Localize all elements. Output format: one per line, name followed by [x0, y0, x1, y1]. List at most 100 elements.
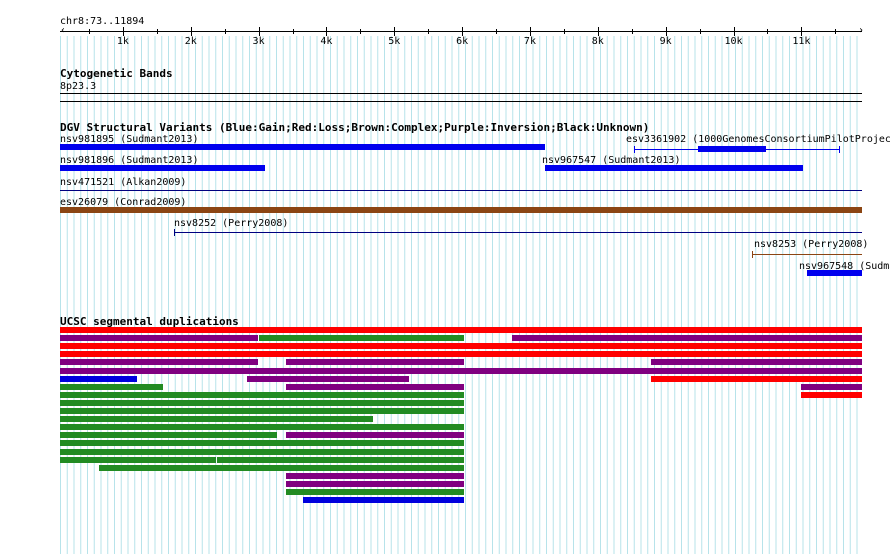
- dgv-feature-bar[interactable]: [60, 207, 862, 213]
- ruler-tick: [801, 27, 803, 36]
- ruler-end-arrow: ›: [858, 25, 865, 36]
- ruler-minor-tick: [156, 29, 158, 34]
- ruler-tick-label: 2k: [184, 36, 197, 47]
- ruler-tick: [122, 27, 124, 36]
- segdup-bar[interactable]: [60, 383, 163, 390]
- dgv-feature-end[interactable]: [752, 251, 754, 258]
- segdup-bar[interactable]: [60, 448, 464, 455]
- segdup-bar[interactable]: [285, 383, 464, 390]
- ruler-tick-label: 8k: [591, 36, 604, 47]
- dgv-feature-end[interactable]: [634, 146, 636, 153]
- ruler-tick-label: 4k: [320, 36, 333, 47]
- segdup-bar[interactable]: [60, 391, 464, 398]
- dgv-feature-label: nsv981895 (Sudmant2013): [60, 134, 199, 145]
- segdup-bar[interactable]: [60, 416, 373, 423]
- segdup-bar[interactable]: [512, 335, 862, 342]
- segdup-bar[interactable]: [60, 399, 464, 406]
- ruler-tick: [665, 27, 667, 36]
- dgv-feature-bar[interactable]: [60, 165, 266, 171]
- dgv-feature-line[interactable]: [752, 254, 862, 255]
- segdup-bar[interactable]: [285, 472, 464, 479]
- ruler-minor-tick: [767, 29, 769, 34]
- segdup-bar[interactable]: [801, 383, 862, 390]
- dgv-feature-block[interactable]: [698, 146, 767, 152]
- ruler-axis: [60, 31, 862, 32]
- segdup-bar[interactable]: [60, 327, 862, 333]
- ruler-tick: [733, 27, 735, 36]
- ruler-minor-tick: [835, 29, 837, 34]
- ruler-end-arrow: ‹: [60, 25, 67, 36]
- segdup-bar[interactable]: [60, 375, 137, 382]
- ruler-minor-tick: [563, 29, 565, 34]
- ruler-tick: [190, 27, 192, 36]
- dgv-feature-line[interactable]: [173, 232, 862, 233]
- ruler-tick: [394, 27, 396, 36]
- ruler-tick-label: 6k: [456, 36, 469, 47]
- segdup-bar[interactable]: [60, 351, 862, 358]
- dgv-feature-label: esv26079 (Conrad2009): [60, 197, 187, 208]
- ruler-tick-label: 5k: [388, 36, 401, 47]
- ruler-minor-tick: [428, 29, 430, 34]
- ruler-tick-label: 11k: [792, 36, 811, 47]
- ruler-minor-tick: [88, 29, 90, 34]
- ruler-tick-label: 9k: [659, 36, 672, 47]
- segdup-bar[interactable]: [60, 456, 216, 463]
- dgv-feature-bar[interactable]: [60, 144, 545, 150]
- dgv-feature-line[interactable]: [60, 190, 862, 191]
- ruler-minor-tick: [224, 29, 226, 34]
- ruler-minor-tick: [699, 29, 701, 34]
- ruler-tick-label: 10k: [724, 36, 743, 47]
- segdup-bar[interactable]: [60, 440, 464, 447]
- segdup-bar[interactable]: [285, 489, 464, 495]
- ruler-minor-tick: [496, 29, 498, 34]
- cytoband-label: 8p23.3: [60, 81, 97, 92]
- segdup-bar[interactable]: [285, 359, 464, 366]
- dgv-feature-end[interactable]: [173, 229, 175, 236]
- dgv-track-title: DGV Structural Variants (Blue:Gain;Red:L…: [60, 121, 650, 134]
- ruler-tick-label: 1k: [116, 36, 129, 47]
- ruler-tick-label: 7k: [523, 36, 536, 47]
- segdup-bar[interactable]: [99, 464, 464, 471]
- ruler-tick: [326, 27, 328, 36]
- segdup-bar[interactable]: [60, 424, 464, 431]
- ruler-tick: [258, 27, 260, 36]
- ruler-minor-tick: [292, 29, 294, 34]
- segdup-bar[interactable]: [60, 408, 464, 414]
- segdup-bar[interactable]: [650, 375, 862, 382]
- dgv-feature-bar[interactable]: [544, 165, 804, 171]
- dgv-feature-bar[interactable]: [806, 270, 862, 276]
- segdup-bar[interactable]: [247, 375, 409, 382]
- ruler-tick: [529, 27, 531, 36]
- segdup-bar[interactable]: [258, 335, 464, 342]
- segdup-bar[interactable]: [801, 391, 862, 398]
- ruler-minor-tick: [360, 29, 362, 34]
- segdup-bar[interactable]: [285, 432, 464, 439]
- dgv-feature-end[interactable]: [839, 146, 841, 153]
- cytoband-top-line: [60, 93, 862, 94]
- ruler-tick: [597, 27, 599, 36]
- ruler-tick-label: 3k: [252, 36, 265, 47]
- dgv-feature-label: nsv967548 (Sudmant2013): [799, 261, 890, 272]
- dgv-feature-label: nsv967547 (Sudmant2013): [542, 155, 681, 166]
- dgv-feature-label: nsv8252 (Perry2008): [174, 218, 289, 229]
- segdup-bar[interactable]: [60, 367, 862, 374]
- dgv-feature-label: nsv471521 (Alkan2009): [60, 177, 187, 188]
- ruler-tick: [462, 27, 464, 36]
- position-label: chr8:73..11894: [60, 16, 145, 27]
- segdup-bar[interactable]: [650, 359, 862, 366]
- dgv-feature-label: esv3361902 (1000GenomesConsortiumPilotPr…: [626, 134, 890, 145]
- segdup-bar[interactable]: [60, 343, 862, 350]
- segdup-bar[interactable]: [60, 432, 278, 439]
- segdup-bar[interactable]: [302, 497, 464, 504]
- ruler-minor-tick: [631, 29, 633, 34]
- segdup-track-title: UCSC segmental duplications: [60, 315, 239, 328]
- segdup-bar[interactable]: [285, 480, 464, 487]
- cytoband-track-title: Cytogenetic Bands: [60, 67, 173, 80]
- dgv-feature-label: nsv981896 (Sudmant2013): [60, 155, 199, 166]
- segdup-bar[interactable]: [60, 359, 258, 366]
- segdup-bar[interactable]: [216, 456, 464, 463]
- segdup-bar[interactable]: [60, 335, 258, 342]
- cytoband-bottom-line: [60, 101, 862, 102]
